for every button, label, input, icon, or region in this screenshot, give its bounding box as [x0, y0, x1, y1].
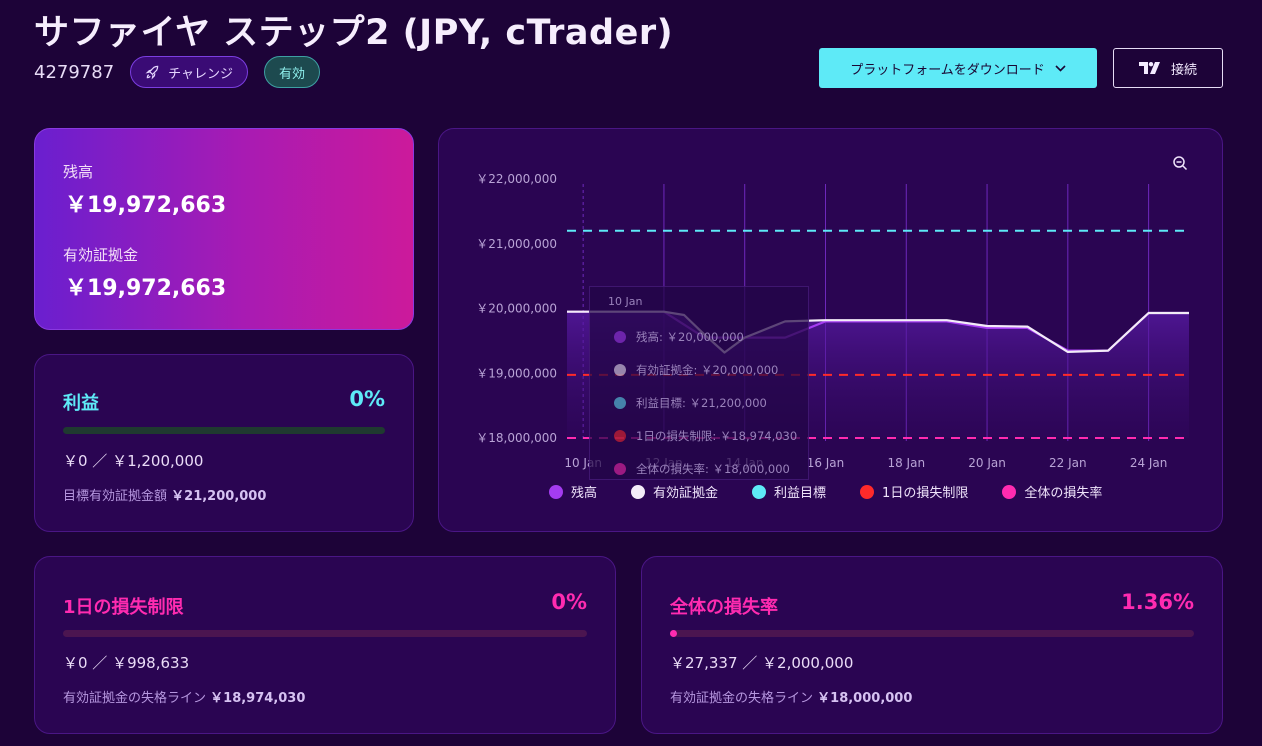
daily-loss-title: 1日の損失制限 — [63, 597, 184, 618]
total-loss-card: 全体の損失率 1.36% ￥27,337 ／ ￥2,000,000 有効証拠金の… — [641, 556, 1223, 734]
balance-label: 残高 — [63, 163, 94, 181]
legend-item[interactable]: 1日の損失制限 — [860, 482, 968, 501]
daily-loss-threshold-line: 有効証拠金の失格ライン ￥18,974,030 — [63, 687, 305, 706]
legend-marker — [752, 484, 767, 499]
tooltip-text: 残高: ￥20,000,000 — [636, 330, 744, 344]
legend-item[interactable]: 残高 — [549, 482, 597, 501]
x-tick-label: 18 Jan — [887, 456, 925, 470]
profit-percent: 0% — [349, 387, 385, 411]
legend-marker — [860, 484, 875, 499]
daily-loss-threshold-label: 有効証拠金の失格ライン — [63, 691, 207, 706]
profit-target-label: 目標有効証拠金額 — [63, 489, 168, 504]
legend-item[interactable]: 利益目標 — [752, 482, 826, 501]
daily-loss-threshold-value: ￥18,974,030 — [210, 691, 306, 706]
legend-marker — [631, 484, 646, 499]
total-loss-title: 全体の損失率 — [670, 597, 778, 618]
total-loss-progress-bar — [670, 630, 1194, 637]
tradingview-logo-icon — [1138, 62, 1160, 74]
x-tick-label: 20 Jan — [968, 456, 1006, 470]
profit-range: ￥0 ／ ￥1,200,000 — [63, 452, 204, 470]
tooltip-marker — [614, 430, 626, 442]
connect-button[interactable]: 接続 — [1113, 48, 1223, 88]
legend-label: 利益目標 — [774, 486, 827, 501]
total-loss-progress-fill — [670, 630, 678, 637]
account-id: 4279787 — [34, 61, 115, 83]
tooltip-row: 全体の損失率: ￥18,000,000 — [614, 461, 790, 477]
legend-item[interactable]: 全体の損失率 — [1002, 482, 1102, 501]
daily-loss-progress-bar — [63, 630, 587, 637]
x-tick-label: 22 Jan — [1049, 456, 1087, 470]
tooltip-text: 1日の損失制限: ￥18,974,030 — [636, 429, 798, 443]
tooltip-text: 全体の損失率: ￥18,000,000 — [636, 462, 790, 476]
legend-label: 有効証拠金 — [653, 486, 719, 501]
equity-value: ￥19,972,663 — [65, 276, 227, 301]
total-loss-threshold-line: 有効証拠金の失格ライン ￥18,000,000 — [670, 687, 912, 706]
profit-target-line: 目標有効証拠金額 ￥21,200,000 — [63, 485, 266, 504]
total-loss-percent: 1.36% — [1121, 590, 1194, 614]
download-platform-label: プラットフォームをダウンロード — [850, 62, 1045, 78]
daily-loss-card: 1日の損失制限 0% ￥0 ／ ￥998,633 有効証拠金の失格ライン ￥18… — [34, 556, 616, 734]
challenge-badge: チャレンジ — [130, 56, 249, 88]
tooltip-row: 利益目標: ￥21,200,000 — [614, 395, 767, 411]
tooltip-marker — [614, 397, 626, 409]
chevron-down-icon — [1055, 64, 1066, 72]
tooltip-marker — [614, 331, 626, 343]
y-tick-label: ￥19,000,000 — [476, 366, 557, 380]
tooltip-date: 10 Jan — [608, 295, 643, 308]
tooltip-text: 有効証拠金: ￥20,000,000 — [636, 363, 779, 377]
daily-loss-range: ￥0 ／ ￥998,633 — [63, 654, 190, 672]
legend-label: 全体の損失率 — [1024, 486, 1103, 501]
chart-legend: 残高 有効証拠金 利益目標 1日の損失制限 全体の損失率 — [549, 482, 1102, 501]
chart-tooltip: 10 Jan 残高: ￥20,000,000 有効証拠金: ￥20,000,000… — [589, 286, 809, 480]
rocket-icon — [145, 65, 159, 80]
tooltip-row: 有効証拠金: ￥20,000,000 — [614, 362, 778, 378]
status-badge: 有効 — [264, 56, 321, 88]
legend-label: 残高 — [571, 486, 598, 501]
legend-marker — [549, 484, 563, 499]
balance-card: 残高 ￥19,972,663 有効証拠金 ￥19,972,663 — [34, 128, 414, 330]
tooltip-text: 利益目標: ￥21,200,000 — [636, 396, 767, 410]
account-row: 4279787 チャレンジ 有効 — [34, 56, 321, 88]
total-loss-range: ￥27,337 ／ ￥2,000,000 — [670, 654, 854, 672]
download-platform-button[interactable]: プラットフォームをダウンロード — [819, 48, 1097, 88]
total-loss-threshold-label: 有効証拠金の失格ライン — [670, 691, 814, 706]
profit-target-value: ￥21,200,000 — [171, 489, 267, 504]
page-title: サファイヤ ステップ2 (JPY, cTrader) — [34, 13, 674, 53]
legend-marker — [1002, 484, 1017, 499]
tooltip-marker — [614, 463, 626, 475]
legend-label: 1日の損失制限 — [882, 486, 969, 501]
challenge-badge-label: チャレンジ — [168, 66, 234, 82]
total-loss-threshold-value: ￥18,000,000 — [817, 691, 913, 706]
daily-loss-percent: 0% — [551, 590, 587, 614]
equity-label: 有効証拠金 — [63, 246, 139, 264]
legend-item[interactable]: 有効証拠金 — [631, 482, 718, 501]
y-tick-label: ￥20,000,000 — [476, 302, 557, 316]
connect-label: 接続 — [1170, 62, 1197, 78]
y-tick-label: ￥18,000,000 — [476, 431, 557, 445]
y-tick-label: ￥21,000,000 — [476, 237, 557, 251]
profit-title: 利益 — [63, 393, 99, 414]
tooltip-row: 1日の損失制限: ￥18,974,030 — [614, 428, 797, 444]
profit-card: 利益 0% ￥0 ／ ￥1,200,000 目標有効証拠金額 ￥21,200,0… — [34, 354, 414, 532]
y-tick-label: ￥22,000,000 — [476, 172, 557, 186]
zoom-out-icon[interactable] — [1172, 155, 1188, 171]
tooltip-row: 残高: ￥20,000,000 — [614, 329, 744, 345]
x-tick-label: 16 Jan — [807, 456, 845, 470]
tooltip-marker — [614, 364, 626, 376]
profit-progress-bar — [63, 427, 385, 434]
x-tick-label: 24 Jan — [1130, 456, 1168, 470]
balance-value: ￥19,972,663 — [65, 193, 227, 218]
